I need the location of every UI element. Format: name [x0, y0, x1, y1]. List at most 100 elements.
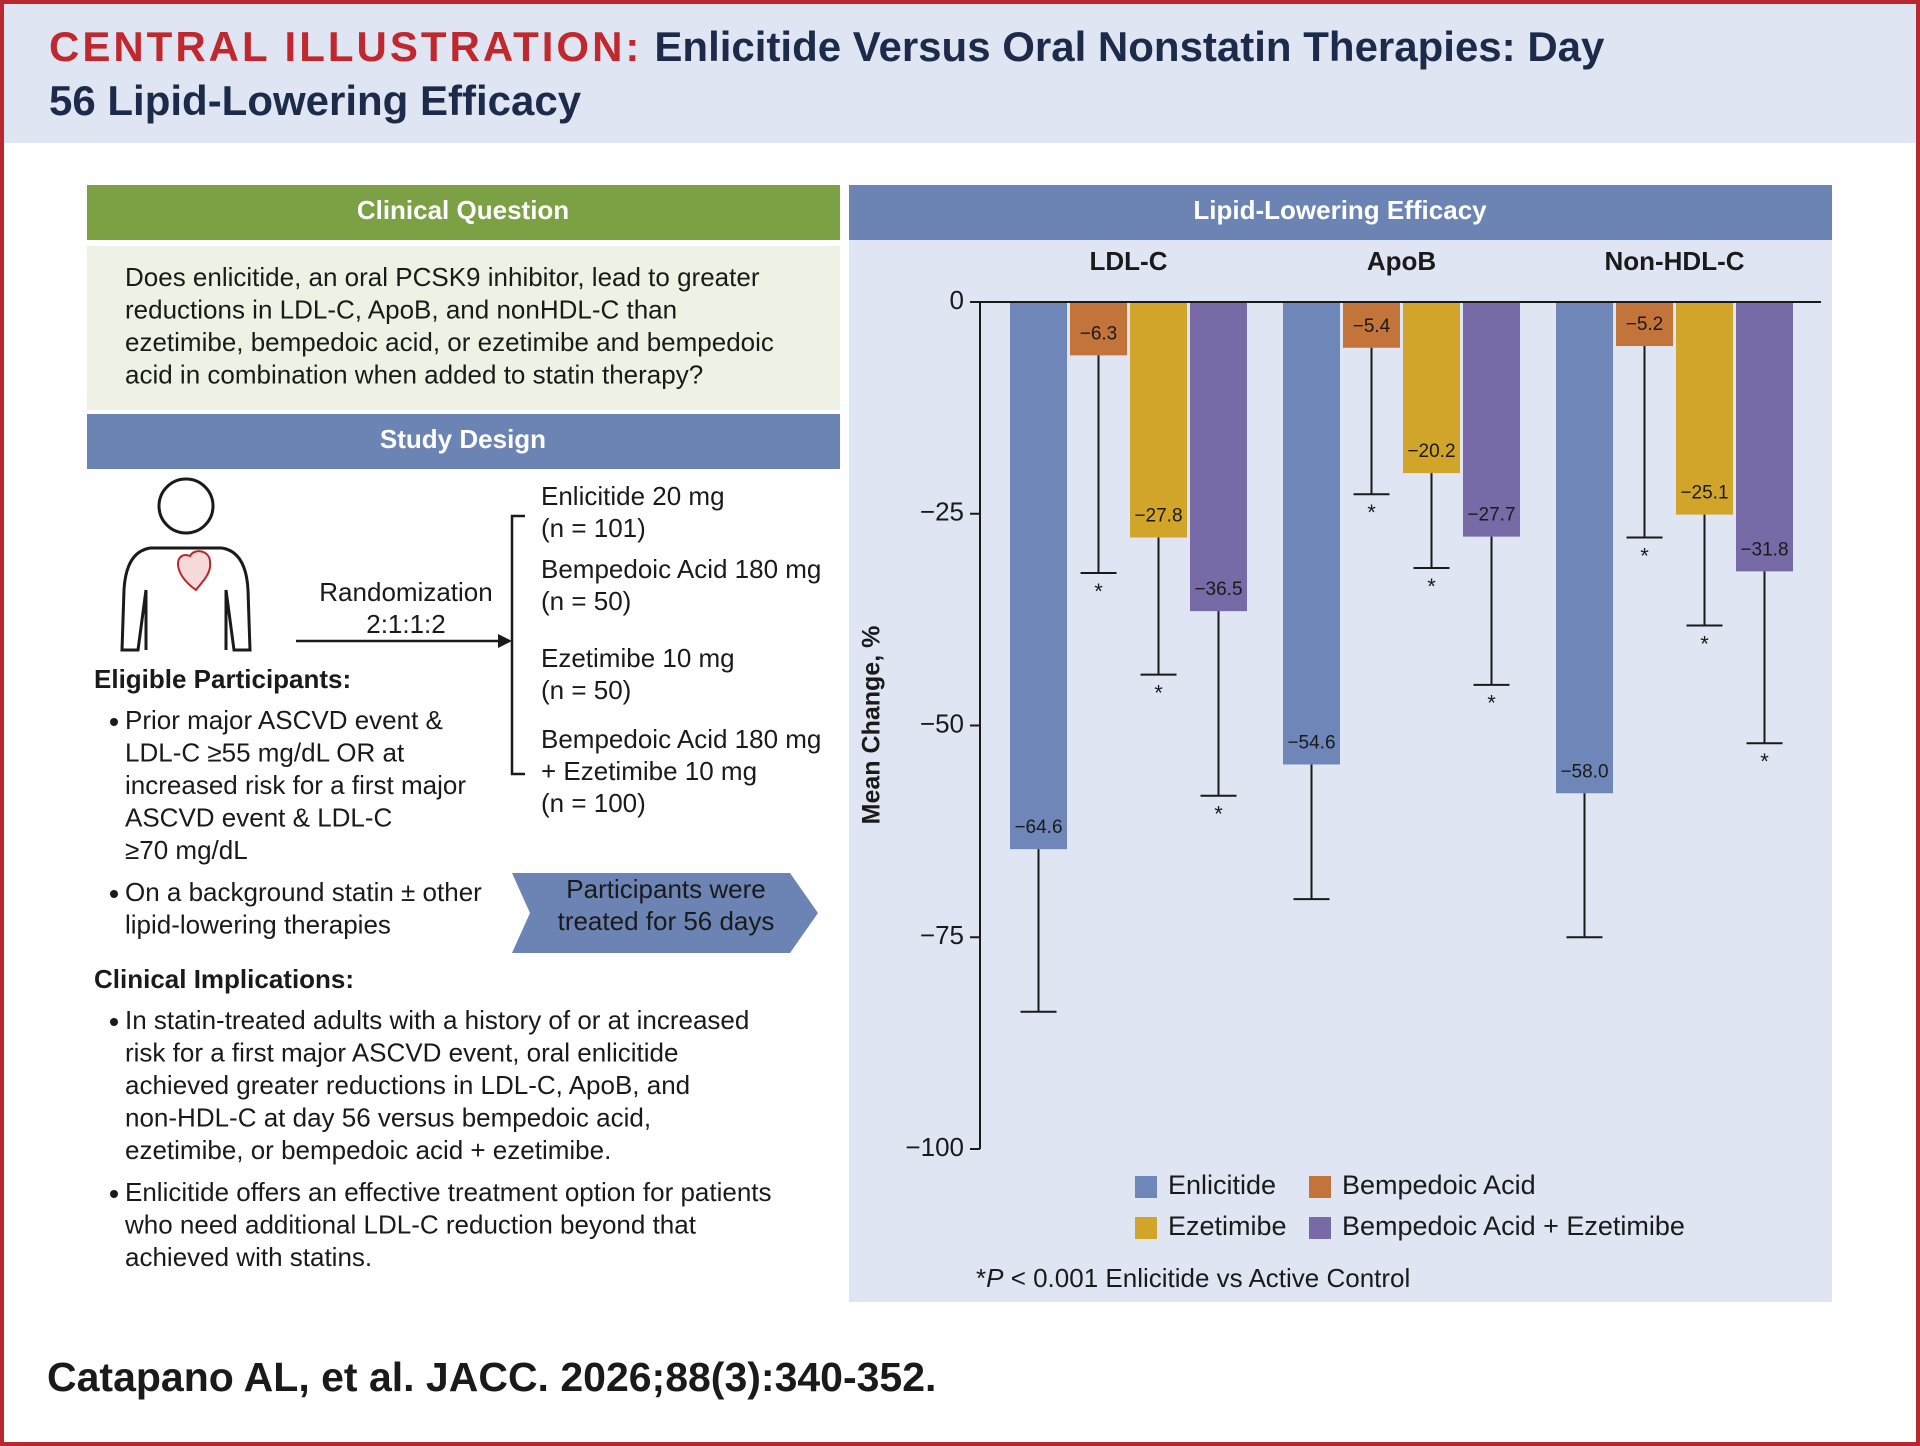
header-title-line: Enlicitide Versus Oral Nonstatin Therapi… [654, 23, 1605, 70]
implication-line: who need additional LDL-C reduction beyo… [124, 1209, 697, 1239]
implication-line: risk for a first major ASCVD event, oral… [125, 1037, 678, 1067]
treatment-arrow [512, 873, 818, 953]
eligible-line: ≥70 mg/dL [125, 835, 248, 865]
bullet-dot [110, 1190, 118, 1198]
legend-label: Enlicitide [1168, 1170, 1276, 1200]
bullet-dot [110, 890, 118, 898]
heart-icon [177, 550, 212, 592]
y-tick-label: 0 [950, 285, 964, 315]
implications-heading: Clinical Implications: [94, 964, 354, 994]
bar [1736, 302, 1793, 572]
clinical-question-bar [87, 185, 840, 240]
header-label: CENTRAL ILLUSTRATION: [49, 23, 642, 70]
treatment-text: Participants were [566, 874, 765, 904]
clinical-question-box [87, 246, 840, 410]
eligible-heading: Eligible Participants: [94, 664, 351, 694]
header-title-line: 56 Lipid-Lowering Efficacy [49, 77, 582, 124]
bar [1403, 302, 1460, 474]
value-label: −36.5 [1194, 579, 1242, 600]
arm-text: (n = 100) [541, 788, 646, 818]
value-label: −58.0 [1560, 761, 1608, 782]
eligible-line: LDL-C ≥55 mg/dL OR at [125, 737, 405, 767]
question-line: ezetimibe, bempedoic acid, or ezetimibe … [125, 327, 774, 357]
y-tick-label: −100 [905, 1132, 964, 1162]
bar [1130, 302, 1187, 538]
arrow-head [498, 634, 512, 648]
arm-text: Enlicitide 20 mg [541, 481, 725, 511]
value-label: −25.1 [1680, 483, 1728, 504]
question-line: reductions in LDL-C, ApoB, and nonHDL-C … [125, 294, 677, 324]
arm-text: Bempedoic Acid 180 mg [541, 724, 821, 754]
y-tick-label: −50 [920, 708, 964, 738]
value-label: −5.4 [1353, 316, 1391, 337]
implication-line: achieved greater reductions in LDL-C, Ap… [125, 1070, 690, 1100]
eligible-line: ASCVD event & LDL-C [125, 802, 392, 832]
arm-text: Ezetimibe 10 mg [541, 643, 735, 673]
bar [1190, 302, 1247, 612]
category-label: ApoB [1367, 246, 1436, 276]
significance-mark: * [1367, 500, 1376, 525]
bullet-dot [110, 1018, 118, 1026]
significance-mark: * [1427, 574, 1436, 599]
header-band [2, 2, 1918, 143]
arm-text: Bempedoic Acid 180 mg [541, 554, 821, 584]
value-label: −54.6 [1287, 732, 1335, 753]
question-line: acid in combination when added to statin… [125, 359, 703, 389]
legend-label: Bempedoic Acid + Ezetimibe [1342, 1211, 1685, 1241]
legend-swatch [1135, 1217, 1157, 1239]
implication-line: achieved with statins. [125, 1242, 372, 1272]
significance-mark: * [1154, 680, 1163, 705]
footnote-text: < 0.001 Enlicitide vs Active Control [1003, 1263, 1410, 1293]
bar [1010, 302, 1067, 850]
significance-mark: * [1700, 631, 1709, 656]
citation: Catapano AL, et al. JACC. 2026;88(3):340… [47, 1354, 936, 1400]
significance-mark: * [1487, 691, 1496, 716]
arm-text: (n = 50) [541, 675, 631, 705]
significance-mark: * [1640, 543, 1649, 568]
footnote: *P < 0.001 Enlicitide vs Active Control [976, 1263, 1410, 1293]
efficacy-bar [849, 185, 1832, 240]
eligible-line: lipid-lowering therapies [125, 909, 391, 939]
bar [1463, 302, 1520, 537]
category-label: LDL-C [1090, 246, 1168, 276]
value-label: −31.8 [1740, 539, 1788, 560]
y-tick-label: −75 [920, 920, 964, 950]
bar [1343, 302, 1400, 348]
arm-text: (n = 50) [541, 586, 631, 616]
implication-line: In statin-treated adults with a history … [125, 1005, 749, 1035]
study-design-heading: Study Design [380, 424, 546, 454]
header-title: CENTRAL ILLUSTRATION: Enlicitide Versus O… [49, 23, 1605, 70]
significance-mark: * [1094, 579, 1103, 604]
footnote-p: P [986, 1263, 1004, 1293]
eligible-line: On a background statin ± other [125, 877, 482, 907]
legend-label: Ezetimibe [1168, 1211, 1287, 1241]
legend-swatch [1309, 1217, 1331, 1239]
arm-text: (n = 101) [541, 513, 646, 543]
bar [1070, 302, 1127, 356]
arm-text: + Ezetimibe 10 mg [541, 756, 757, 786]
randomization-text: Randomization [319, 577, 492, 607]
bar [1556, 302, 1613, 794]
value-label: −27.8 [1134, 505, 1182, 526]
eligible-line: increased risk for a first major [125, 770, 466, 800]
study-design-bar [87, 414, 840, 469]
value-label: −27.7 [1467, 505, 1515, 526]
category-label: Non-HDL-C [1604, 246, 1744, 276]
person-icon [120, 477, 252, 652]
legend-swatch [1309, 1176, 1331, 1198]
footnote-mark: * [976, 1263, 986, 1293]
value-label: −20.2 [1407, 441, 1455, 462]
significance-mark: * [1214, 802, 1223, 827]
significance-mark: * [1760, 749, 1769, 774]
legend-label: Bempedoic Acid [1342, 1170, 1536, 1200]
value-label: −5.2 [1626, 314, 1664, 335]
bar [1616, 302, 1673, 347]
implication-line: non-HDL-C at day 56 versus bempedoic aci… [125, 1102, 651, 1132]
y-tick-label: −25 [920, 497, 964, 527]
randomization-text: 2:1:1:2 [366, 609, 446, 639]
bar [1283, 302, 1340, 765]
chart-title: Lipid-Lowering Efficacy [1193, 195, 1487, 225]
bullet-dot [110, 718, 118, 726]
